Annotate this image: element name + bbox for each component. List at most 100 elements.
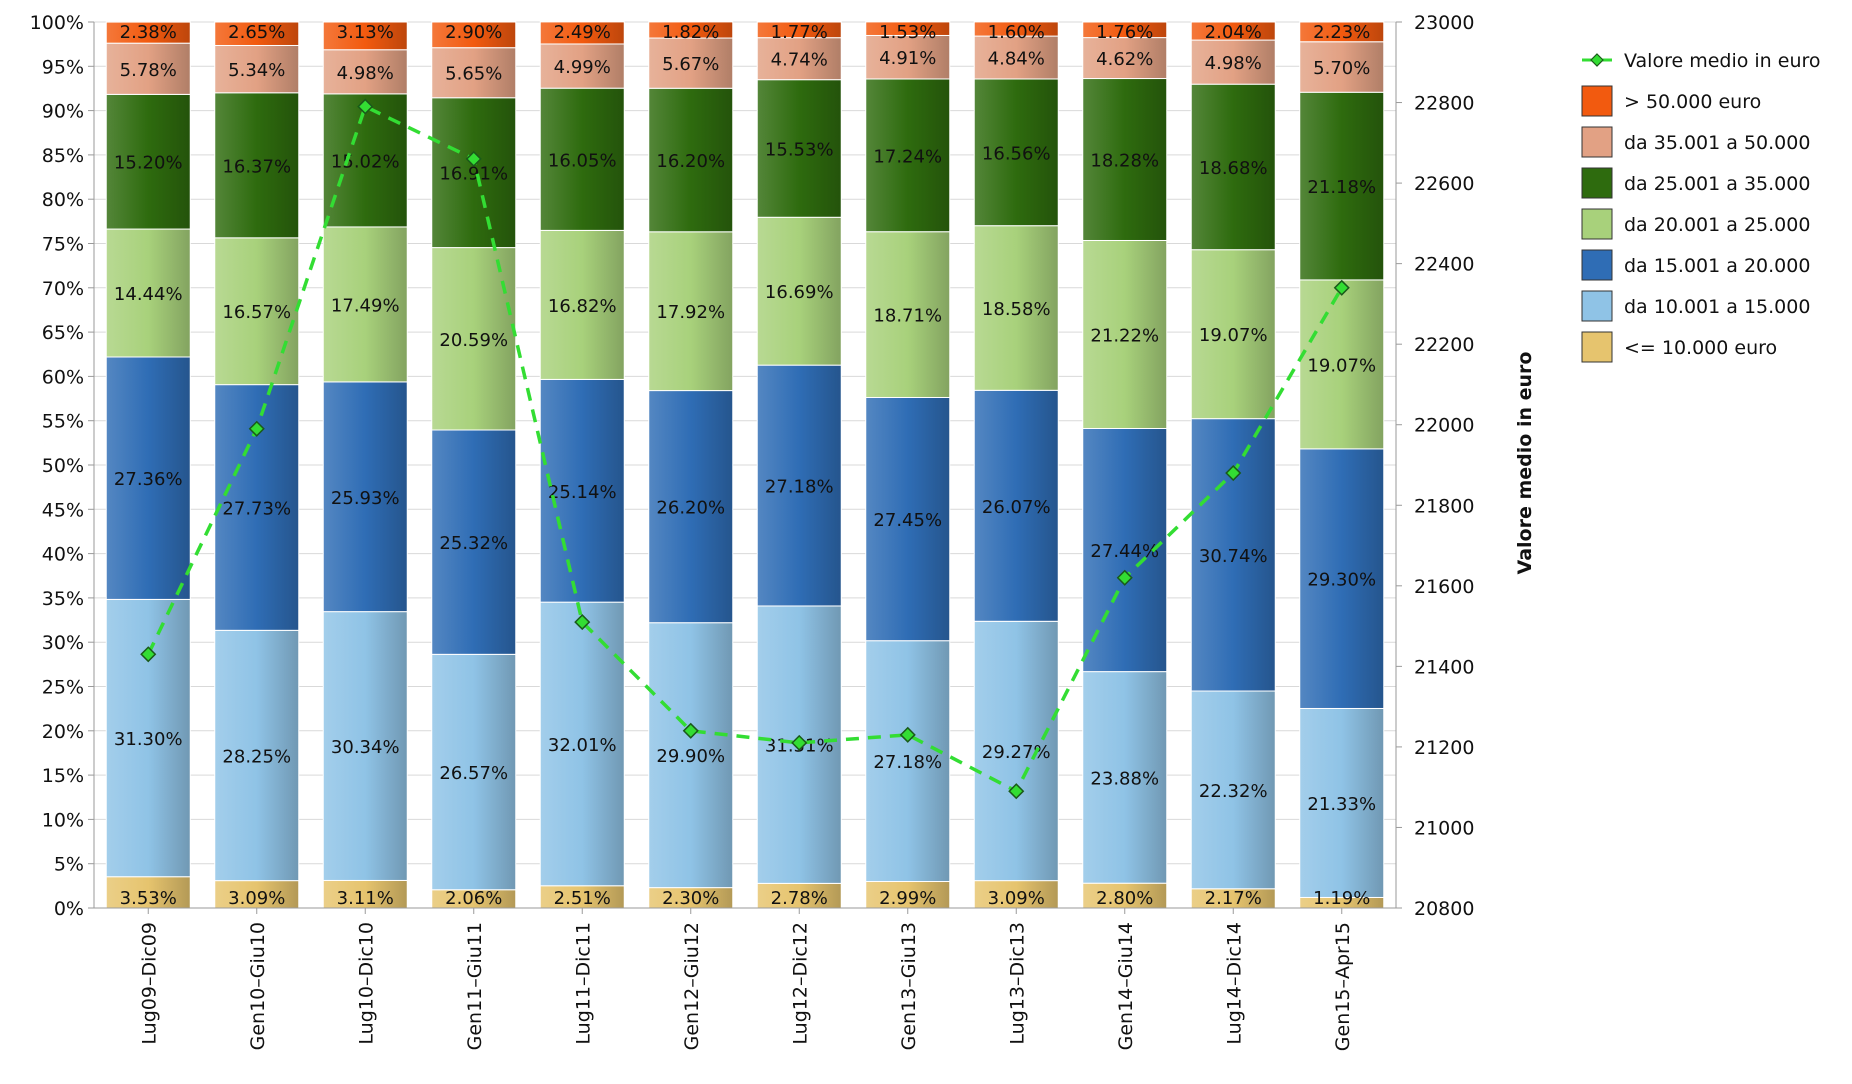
- bar-segment: [1190, 690, 1276, 890]
- category-label: Lug13–Dic13: [1006, 922, 1028, 1045]
- segment-value-label: 2.38%: [120, 22, 177, 43]
- segment-value-label: 17.92%: [656, 302, 725, 323]
- segment-value-label: 29.30%: [1307, 570, 1376, 591]
- bar-segment: [1190, 83, 1276, 251]
- segment-value-label: 5.70%: [1313, 58, 1370, 79]
- bar-segment: [1082, 882, 1168, 909]
- bar-segment: [1299, 91, 1385, 281]
- segment-value-label: 2.06%: [445, 888, 502, 909]
- left-tick-label: 60%: [42, 366, 84, 388]
- segment-value-label: 2.30%: [662, 888, 719, 909]
- average-value-line: [146, 104, 1344, 794]
- segment-value-label: 4.74%: [771, 50, 828, 71]
- segment-value-label: 3.53%: [120, 888, 177, 909]
- segment-value-label: 2.65%: [228, 22, 285, 43]
- bar-segment: [865, 396, 951, 642]
- right-axis-title: Valore medio in euro: [1514, 352, 1536, 575]
- segment-value-label: 27.18%: [765, 477, 834, 498]
- bar-segment: [1299, 21, 1385, 43]
- segment-value-label: 4.84%: [988, 49, 1045, 70]
- bar-segment: [648, 21, 734, 39]
- right-tick-label: 23000: [1414, 12, 1474, 34]
- average-value-point: [1116, 569, 1133, 586]
- segment-value-label: 2.51%: [554, 888, 611, 909]
- segment-value-label: 1.53%: [879, 22, 936, 43]
- bar-segment: [214, 629, 300, 882]
- segment-value-label: 27.36%: [114, 469, 183, 490]
- legend-label: da 20.001 a 25.000: [1624, 214, 1810, 236]
- bars: [105, 21, 1385, 909]
- segment-value-label: 5.34%: [228, 60, 285, 81]
- legend-swatch: [1581, 290, 1613, 322]
- segment-value-label: 30.74%: [1199, 546, 1268, 567]
- segment-value-label: 21.33%: [1307, 794, 1376, 815]
- right-tick-label: 21600: [1414, 576, 1474, 598]
- bar-segment: [105, 42, 191, 95]
- bar-segment: [756, 216, 842, 366]
- bar-segment: [539, 21, 625, 45]
- left-tick-label: 70%: [42, 278, 84, 300]
- right-y-axis: 20800 21000 21200 21400 21600 21800 22000 22200…: [1395, 12, 1474, 920]
- legend-label: Valore medio in euro: [1624, 50, 1821, 72]
- left-tick-label: 65%: [42, 322, 84, 344]
- left-tick-label: 25%: [42, 677, 84, 699]
- right-tick-label: 22600: [1414, 173, 1474, 195]
- segment-value-label: 26.07%: [982, 497, 1051, 518]
- segment-value-label: 29.27%: [982, 742, 1051, 763]
- average-value-point: [574, 614, 591, 631]
- right-tick-label: 22400: [1414, 254, 1474, 276]
- legend-swatch: [1581, 126, 1613, 158]
- bar-segment: [322, 93, 408, 228]
- average-value-point: [899, 726, 916, 743]
- segment-value-label: 20.59%: [439, 330, 508, 351]
- segment-value-label: 15.53%: [765, 139, 834, 160]
- category-label: Gen13–Giu13: [898, 922, 920, 1050]
- bar-segment: [322, 21, 408, 51]
- legend-line-marker: [1590, 53, 1604, 67]
- segment-value-label: 2.80%: [1096, 888, 1153, 909]
- left-tick-label: 55%: [42, 411, 84, 433]
- segment-value-label: 16.37%: [222, 156, 291, 177]
- segment-value-label: 30.34%: [331, 737, 400, 758]
- bar-segment: [1082, 78, 1168, 241]
- category-label: Lug09–Dic09: [138, 922, 160, 1045]
- segment-value-label: 16.82%: [548, 296, 617, 317]
- legend-label: da 15.001 a 20.000: [1624, 255, 1810, 277]
- legend: Valore medio in euro > 50.000 euro da 35.0…: [1581, 50, 1821, 363]
- segment-value-label: 5.67%: [662, 54, 719, 75]
- segment-value-label: 32.01%: [548, 735, 617, 756]
- legend-label: da 10.001 a 15.000: [1624, 296, 1810, 318]
- segment-value-label: 2.78%: [771, 888, 828, 909]
- segment-value-label: 16.20%: [656, 151, 725, 172]
- bar-segment: [214, 237, 300, 386]
- bar-segment: [973, 225, 1059, 391]
- right-tick-label: 21800: [1414, 495, 1474, 517]
- segment-value-label: 25.32%: [439, 533, 508, 554]
- bar-segment: [865, 231, 951, 398]
- category-label: Gen11–Giu11: [464, 922, 486, 1050]
- average-value-point: [465, 150, 482, 167]
- segment-value-label: 16.05%: [548, 150, 617, 171]
- bar-segment: [1190, 39, 1276, 85]
- category-label: Gen10–Giu10: [247, 922, 269, 1050]
- bar-segment: [539, 229, 625, 380]
- left-tick-label: 15%: [42, 765, 84, 787]
- segment-value-label: 19.07%: [1307, 355, 1376, 376]
- bar-segment: [648, 390, 734, 624]
- bar-segment: [1299, 41, 1385, 93]
- left-tick-label: 30%: [42, 632, 84, 654]
- right-tick-label: 21200: [1414, 737, 1474, 759]
- bar-segment: [105, 21, 191, 44]
- segment-value-label: 29.90%: [656, 746, 725, 767]
- segment-value-label: 21.18%: [1307, 177, 1376, 198]
- segment-value-label: 15.02%: [331, 151, 400, 172]
- average-value-point: [1333, 279, 1350, 296]
- average-value-point: [140, 646, 157, 663]
- average-value-point: [1008, 783, 1025, 800]
- bar-segment: [322, 879, 408, 909]
- segment-value-label: 19.07%: [1199, 325, 1268, 346]
- bar-segment: [1190, 21, 1276, 41]
- bar-segment: [756, 21, 842, 39]
- segment-value-label: 4.98%: [337, 63, 394, 84]
